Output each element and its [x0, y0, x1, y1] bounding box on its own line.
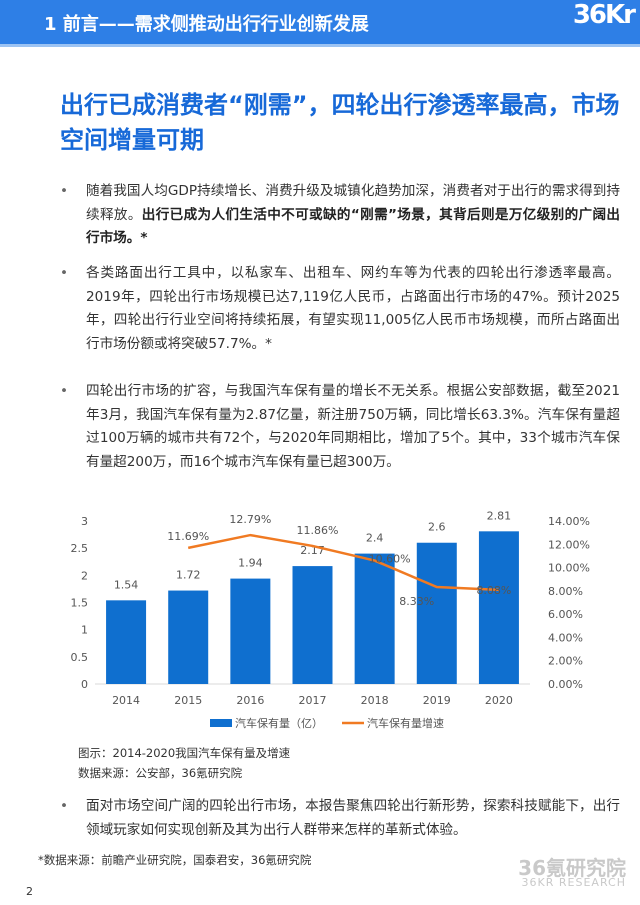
x-tick-label: 2017	[299, 694, 327, 707]
bar-data-label: 2.4	[366, 532, 384, 545]
bullet-3: • 四轮出行市场的扩容，与我国汽车保有量的增长不无关系。根据公安部数据，截至202…	[60, 380, 620, 474]
bullet-text: 面对市场空间广阔的四轮出行市场，本报告聚焦四轮出行新形势，探索科技赋能下，出行领…	[86, 798, 620, 838]
header-bar: 1 前言——需求侧推动出行行业创新发展 36Kr	[0, 0, 640, 47]
y2-tick-label: 2.00%	[548, 655, 583, 668]
y-tick-label: 1.5	[71, 597, 89, 610]
x-tick-label: 2020	[485, 694, 513, 707]
watermark-cn: 36氪研究院	[518, 856, 626, 880]
y2-tick-label: 10.00%	[548, 562, 590, 575]
y2-tick-label: 4.00%	[548, 631, 583, 644]
y2-tick-label: 8.00%	[548, 585, 583, 598]
growth-line	[187, 533, 499, 592]
bullet-text: 各类路面出行工具中，以私家车、出租车、网约车等为代表的四轮出行渗透率最高。201…	[86, 265, 620, 352]
bar-data-label: 1.94	[238, 557, 263, 570]
bullet-icon: •	[60, 183, 69, 199]
line-data-label: 11.86%	[297, 524, 339, 537]
line-data-label: 10.60%	[369, 553, 411, 566]
bullet-4: • 面对市场空间广阔的四轮出行市场，本报告聚焦四轮出行新形势，探索科技赋能下，出行…	[60, 795, 620, 842]
x-tick-label: 2014	[112, 694, 140, 707]
y2-tick-label: 14.00%	[548, 515, 590, 528]
figure-caption: 图示：2014-2020我国汽车保有量及增速	[78, 746, 291, 760]
bar-data-label: 1.72	[176, 569, 201, 582]
y-tick-label: 2	[81, 569, 88, 582]
footnote: *数据来源：前瞻产业研究院，国泰君安，36氪研究院	[38, 853, 312, 867]
bar	[106, 600, 147, 684]
bullet-text: 随着我国人均GDP持续增长、消费升级及城镇化趋势加深，消费者对于出行的需求得到持…	[86, 183, 620, 223]
legend-bar-label: 汽车保有量（亿）	[235, 716, 323, 730]
bullet-asterisk: *	[140, 230, 148, 246]
legend-bar-swatch	[210, 719, 232, 727]
legend-line-label: 汽车保有量增速	[367, 716, 444, 730]
line-data-label: 8.08%	[476, 584, 511, 597]
line-data-label: 12.79%	[229, 513, 271, 526]
bullet-icon: •	[60, 265, 69, 281]
page-title: 出行已成消费者“刚需”，四轮出行渗透率最高，市场空间增量可期	[60, 91, 620, 154]
bullet-text: 四轮出行市场的扩容，与我国汽车保有量的增长不无关系。根据公安部数据，截至2021…	[86, 383, 620, 470]
vehicle-ownership-chart: 0 0.5 1 1.5 2 2.5 3 0.00% 2.00% 4.00% 6.00% 8.00% 10…	[71, 509, 590, 730]
bullet-1: • 随着我国人均GDP持续增长、消费升级及城镇化趋势加深，消费者对于出行的需求得到…	[60, 180, 620, 251]
line-data-label: 11.69%	[167, 530, 209, 543]
figure-source: 数据来源：公安部，36氪研究院	[78, 766, 243, 780]
watermark-en: 36KR RESEARCH	[521, 876, 626, 889]
y-tick-label: 1	[81, 624, 88, 637]
y-tick-label: 3	[81, 515, 88, 528]
bar	[478, 531, 519, 684]
x-tick-label: 2016	[236, 694, 264, 707]
bullet-2: • 各类路面出行工具中，以私家车、出租车、网约车等为代表的四轮出行渗透率最高。20…	[60, 262, 620, 356]
y-tick-label: 0	[81, 678, 88, 691]
section-title: 1 前言——需求侧推动出行行业创新发展	[44, 14, 369, 35]
bar	[230, 578, 271, 684]
y2-tick-label: 12.00%	[548, 538, 590, 551]
x-tick-label: 2018	[361, 694, 389, 707]
bar	[416, 542, 457, 684]
bar-data-label: 2.6	[428, 521, 446, 534]
bar	[292, 566, 333, 684]
bar-data-label: 1.54	[114, 578, 139, 591]
line-data-label: 8.33%	[399, 595, 434, 608]
bar-data-label: 2.81	[487, 509, 512, 522]
36kr-logo: 36Kr	[572, 0, 636, 30]
bar	[168, 590, 209, 684]
bullet-icon: •	[60, 383, 69, 399]
bar	[354, 553, 395, 684]
y-tick-label: 0.5	[71, 651, 89, 664]
y2-tick-label: 6.00%	[548, 608, 583, 621]
bullet-icon: •	[60, 798, 69, 814]
y2-tick-label: 0.00%	[548, 678, 583, 691]
y-tick-label: 2.5	[71, 542, 89, 555]
bullet-bold-text: 出行已成为人们生活中不可或缺的“刚需”场景，其背后则是万亿级别的广阔出行市场。	[86, 206, 620, 247]
x-tick-label: 2015	[174, 694, 202, 707]
x-tick-label: 2019	[423, 694, 451, 707]
page-number: 2	[26, 885, 33, 898]
